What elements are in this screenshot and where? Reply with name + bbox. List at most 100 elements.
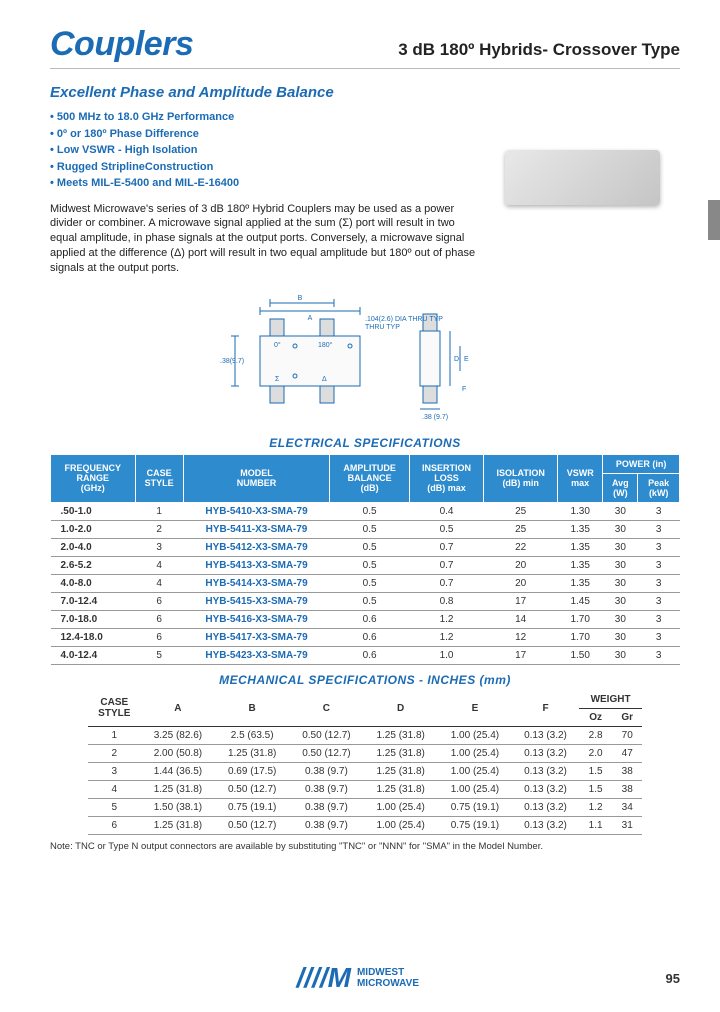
table-cell: 1 (135, 502, 183, 520)
table-cell: 0.13 (3.2) (512, 780, 579, 798)
table-cell: 4.0-8.0 (51, 574, 136, 592)
table-cell: 0.13 (3.2) (512, 762, 579, 780)
table-cell: .50-1.0 (51, 502, 136, 520)
table-cell: 30 (603, 538, 638, 556)
table-cell: 14 (484, 610, 558, 628)
table-cell: 1.5 (579, 762, 612, 780)
table-cell: 1.5 (579, 780, 612, 798)
elec-spec-title: ELECTRICAL SPECIFICATIONS (50, 436, 680, 450)
table-cell: 20 (484, 574, 558, 592)
table-row: 7.0-12.46HYB-5415-X3-SMA-790.50.8171.453… (51, 592, 680, 610)
table-cell: 12 (484, 628, 558, 646)
table-cell: 0.6 (330, 610, 409, 628)
table-cell: 2.0-4.0 (51, 538, 136, 556)
brand-name-top: MIDWEST (357, 967, 419, 978)
table-cell: 6 (135, 592, 183, 610)
table-cell: 38 (612, 780, 642, 798)
table-cell: 3 (135, 538, 183, 556)
table-cell: 2.8 (579, 726, 612, 744)
table-cell: 3.25 (82.6) (141, 726, 215, 744)
svg-text:E: E (464, 356, 469, 363)
table-cell: 1.1 (579, 816, 612, 834)
table-cell: 6 (88, 816, 141, 834)
table-cell: 3 (638, 556, 680, 574)
table-cell: 0.38 (9.7) (289, 816, 363, 834)
col-amp: AMPLITUDEBALANCE(dB) (330, 454, 409, 502)
table-cell: 4.0-12.4 (51, 646, 136, 664)
table-cell: 3 (638, 574, 680, 592)
table-cell: 30 (603, 628, 638, 646)
table-cell: HYB-5410-X3-SMA-79 (183, 502, 330, 520)
table-cell: 2.5 (63.5) (215, 726, 289, 744)
svg-text:Δ: Δ (322, 376, 327, 383)
mechanical-spec-table: CASESTYLE A B C D E F WEIGHT Oz Gr 13.25… (88, 691, 642, 835)
svg-text:D: D (454, 356, 459, 363)
table-cell: 2.0 (579, 744, 612, 762)
table-row: 4.0-8.04HYB-5414-X3-SMA-790.50.7201.3530… (51, 574, 680, 592)
col-oz: Oz (579, 708, 612, 726)
table-cell: 1.0 (409, 646, 484, 664)
table-cell: 30 (603, 646, 638, 664)
table-row: 7.0-18.06HYB-5416-X3-SMA-790.61.2141.703… (51, 610, 680, 628)
table-cell: 38 (612, 762, 642, 780)
table-cell: 1.70 (558, 610, 603, 628)
svg-text:A: A (308, 315, 313, 322)
electrical-spec-table: FREQUENCYRANGE(GHz) CASESTYLE MODELNUMBE… (50, 454, 680, 665)
table-cell: 6 (135, 610, 183, 628)
tagline: Excellent Phase and Amplitude Balance (50, 84, 680, 101)
col-power: POWER (in) (603, 454, 680, 473)
table-cell: 0.5 (330, 502, 409, 520)
page-number: 95 (666, 971, 680, 986)
table-cell: 6 (135, 628, 183, 646)
col-gr: Gr (612, 708, 642, 726)
table-cell: 1.2 (409, 628, 484, 646)
table-cell: 0.6 (330, 646, 409, 664)
table-cell: 0.13 (3.2) (512, 816, 579, 834)
table-cell: 1.35 (558, 520, 603, 538)
table-cell: HYB-5423-X3-SMA-79 (183, 646, 330, 664)
table-cell: 0.38 (9.7) (289, 798, 363, 816)
col-power-avg: Avg(W) (603, 473, 638, 502)
table-cell: 0.6 (330, 628, 409, 646)
table-cell: 2 (135, 520, 183, 538)
svg-text:.38 (9.7): .38 (9.7) (422, 414, 448, 421)
logo-mark-icon: ////M (297, 964, 351, 992)
table-cell: 1.25 (31.8) (364, 762, 438, 780)
table-cell: 30 (603, 610, 638, 628)
table-cell: 0.5 (409, 520, 484, 538)
table-row: 12.4-18.06HYB-5417-X3-SMA-790.61.2121.70… (51, 628, 680, 646)
table-cell: 3 (638, 538, 680, 556)
svg-text:180°: 180° (318, 341, 333, 349)
table-cell: 0.75 (19.1) (215, 798, 289, 816)
table-cell: 0.7 (409, 574, 484, 592)
table-row: 1.0-2.02HYB-5411-X3-SMA-790.50.5251.3530… (51, 520, 680, 538)
table-cell: 1.25 (31.8) (141, 780, 215, 798)
table-cell: 17 (484, 592, 558, 610)
table-cell: 1.25 (31.8) (364, 726, 438, 744)
table-cell: 0.4 (409, 502, 484, 520)
table-cell: 2 (88, 744, 141, 762)
table-cell: 7.0-18.0 (51, 610, 136, 628)
table-cell: 5 (135, 646, 183, 664)
table-cell: 31 (612, 816, 642, 834)
svg-text:B: B (298, 295, 303, 302)
product-photo (505, 150, 660, 205)
table-cell: 0.38 (9.7) (289, 762, 363, 780)
table-cell: 0.50 (12.7) (289, 726, 363, 744)
table-cell: 1.00 (25.4) (438, 780, 512, 798)
table-cell: 3 (638, 646, 680, 664)
table-cell: HYB-5412-X3-SMA-79 (183, 538, 330, 556)
mechanical-diagram: B A .38(9.7) .104(2.6) DIA THRU TYP THRU… (200, 291, 530, 421)
table-cell: 0.5 (330, 592, 409, 610)
table-cell: 3 (638, 628, 680, 646)
table-cell: 0.50 (12.7) (215, 780, 289, 798)
table-cell: 0.13 (3.2) (512, 726, 579, 744)
col-f: F (512, 691, 579, 727)
svg-text:THRU TYP: THRU TYP (365, 324, 400, 331)
table-cell: 4 (135, 556, 183, 574)
col-a: A (141, 691, 215, 727)
table-cell: 34 (612, 798, 642, 816)
table-row: 61.25 (31.8)0.50 (12.7)0.38 (9.7)1.00 (2… (88, 816, 642, 834)
table-row: 51.50 (38.1)0.75 (19.1)0.38 (9.7)1.00 (2… (88, 798, 642, 816)
col-b: B (215, 691, 289, 727)
